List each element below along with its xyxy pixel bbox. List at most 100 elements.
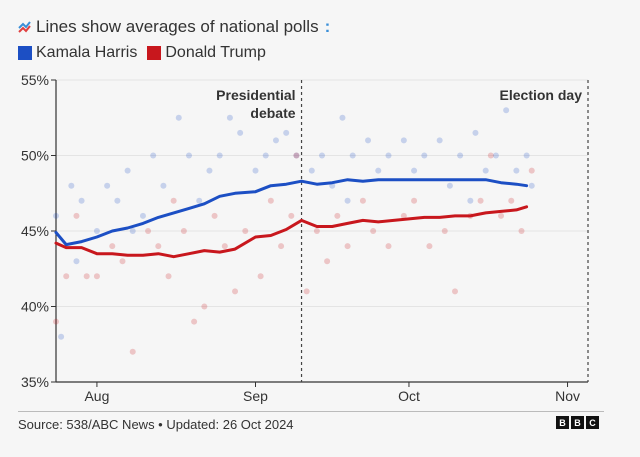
poll-dot-trump [73,212,80,219]
y-tick-label: 35% [21,374,49,390]
poll-dot-trump [201,303,208,310]
poll-dot-trump [63,273,70,280]
legend-swatch-trump [147,46,162,60]
poll-dot-trump [191,318,198,325]
poll-dot-trump [508,197,515,204]
annotation-label: Election day [500,87,583,103]
chart-title: Lines show averages of national polls : [18,17,330,37]
poll-dot-harris [78,197,85,204]
poll-dot-harris [293,152,300,159]
poll-dot-trump [518,228,525,234]
legend-swatch-harris [18,46,32,60]
poll-dot-trump [211,212,218,219]
poll-dot-harris [262,152,269,159]
poll-dot-harris [482,167,489,174]
poll-dot-harris [186,152,192,159]
poll-dot-harris [513,167,520,174]
poll-dot-trump [324,258,331,265]
poll-dot-harris [129,228,136,234]
x-tick-label: Aug [84,388,109,404]
poll-dot-trump [452,288,458,295]
poll-dot-trump [83,273,90,280]
poll-dot-harris [503,107,510,114]
poll-dot-harris [68,182,75,189]
poll-dot-trump [232,288,239,295]
poll-dot-harris [349,152,356,159]
poll-dot-trump [334,212,341,219]
legend: Kamala Harris Donald Trump [18,44,266,62]
poll-dot-harris [206,167,213,174]
poll-dot-harris [375,167,382,174]
y-tick-label: 55% [21,72,49,88]
poll-dot-harris [150,152,157,159]
poll-dot-harris [411,167,418,174]
poll-dot-trump [477,197,484,204]
poll-dot-harris [124,167,131,174]
bbc-logo: B B C [556,416,599,429]
bbc-logo-block: C [586,416,599,429]
poll-dot-harris [216,152,223,159]
poll-dot-trump [145,228,152,234]
poll-dot-harris [104,182,111,189]
poll-dot-harris [283,129,290,136]
poll-dot-harris [421,152,428,159]
legend-label-trump: Donald Trump [165,44,266,61]
bbc-logo-block: B [571,416,584,429]
poll-dot-trump [441,228,448,234]
y-tick-label: 45% [21,223,49,239]
average-line-trump [54,205,529,259]
poll-dot-harris [400,137,407,144]
poll-dot-trump [165,273,172,280]
poll-dot-trump [267,197,274,204]
trend-lines-icon [18,21,31,33]
poll-dot-trump [487,152,494,159]
poll-dot-harris [237,129,244,136]
footer-divider [18,411,604,412]
x-tick-label: Sep [243,388,268,404]
poll-dot-harris [308,167,315,174]
poll-dot-trump [180,228,187,234]
poll-dot-harris [528,182,535,189]
poll-dot-harris [339,114,346,121]
poll-dot-harris [272,137,279,144]
poll-dot-trump [359,197,366,204]
source-note: Source: 538/ABC News • Updated: 26 Oct 2… [18,417,294,432]
poll-dot-harris [160,182,167,189]
poll-dot-harris [467,197,474,204]
poll-dot-trump [498,212,505,219]
chart-title-text: Lines show averages of national polls [36,17,319,36]
legend-item-harris: Kamala Harris [18,44,137,62]
poll-dot-harris [436,137,443,144]
poll-dot-trump [242,228,249,234]
poll-dot-trump [370,228,377,234]
poll-dot-harris [139,212,146,219]
poll-dot-trump [400,212,407,219]
annotation-label: Presidential [216,87,295,103]
poll-dot-harris [93,228,100,234]
poll-dot-trump [411,197,418,204]
poll-dot-trump [170,197,177,204]
poll-dot-harris [523,152,530,159]
poll-dot-harris [457,152,464,159]
poll-dot-trump [53,318,59,325]
poll-dot-trump [257,273,264,280]
poll-dot-trump [278,243,285,250]
poll-dot-trump [293,152,300,159]
chart-title-colon: : [324,17,331,36]
poll-dot-harris [344,197,351,204]
poll-dot-harris [252,167,259,174]
average-line-harris [54,178,529,247]
poll-dot-harris [472,129,479,136]
poll-dot-trump [119,258,126,265]
x-tick-label: Nov [555,388,580,404]
poll-dot-harris [385,152,392,159]
poll-dot-trump [385,243,392,250]
poll-dot-trump [426,243,433,250]
poll-dot-harris [196,197,203,204]
y-tick-label: 40% [21,299,49,315]
bbc-logo-block: B [556,416,569,429]
poll-dot-harris [365,137,372,144]
poll-dot-harris [53,212,59,219]
poll-dot-harris [73,258,80,265]
poll-dot-harris [58,333,65,340]
